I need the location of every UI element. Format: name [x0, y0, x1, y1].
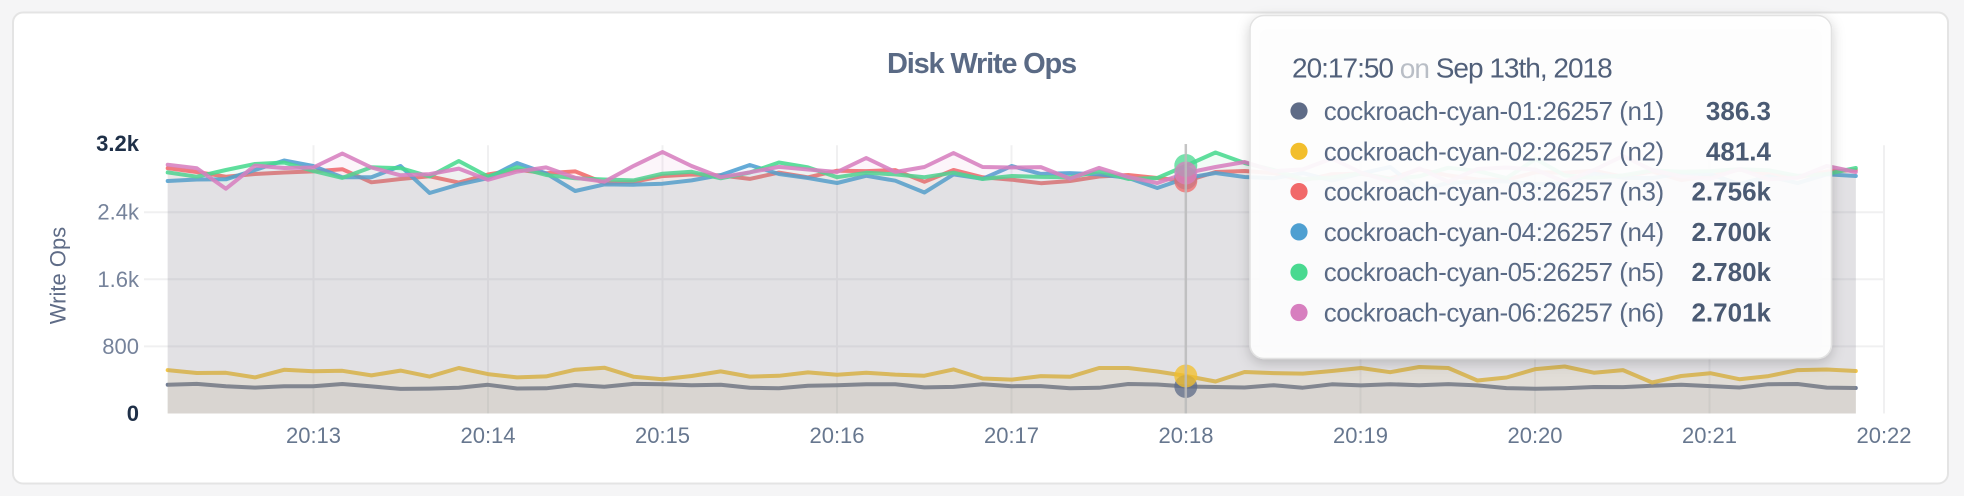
svg-text:cockroach-cyan-04:26257 (n4): cockroach-cyan-04:26257 (n4) — [1324, 217, 1664, 247]
svg-text:3.2k: 3.2k — [96, 131, 140, 156]
svg-text:2.701k: 2.701k — [1691, 298, 1771, 328]
svg-text:cockroach-cyan-06:26257 (n6): cockroach-cyan-06:26257 (n6) — [1324, 298, 1664, 328]
svg-text:20:17:50 on Sep 13th, 2018: 20:17:50 on Sep 13th, 2018 — [1292, 53, 1612, 84]
svg-text:2.780k: 2.780k — [1691, 257, 1771, 287]
svg-text:20:19: 20:19 — [1333, 423, 1388, 448]
svg-text:481.4: 481.4 — [1706, 136, 1772, 166]
svg-text:20:15: 20:15 — [635, 423, 690, 448]
svg-text:800: 800 — [102, 334, 139, 359]
svg-text:cockroach-cyan-03:26257 (n3): cockroach-cyan-03:26257 (n3) — [1324, 177, 1664, 207]
svg-text:cockroach-cyan-02:26257 (n2): cockroach-cyan-02:26257 (n2) — [1324, 136, 1664, 166]
svg-text:20:21: 20:21 — [1682, 423, 1737, 448]
svg-text:20:17: 20:17 — [984, 423, 1039, 448]
svg-text:cockroach-cyan-05:26257 (n5): cockroach-cyan-05:26257 (n5) — [1324, 257, 1664, 287]
svg-text:cockroach-cyan-01:26257 (n1): cockroach-cyan-01:26257 (n1) — [1324, 96, 1664, 126]
svg-text:0: 0 — [127, 401, 139, 426]
svg-text:1.6k: 1.6k — [97, 267, 140, 292]
svg-text:20:22: 20:22 — [1856, 423, 1911, 448]
svg-text:2.4k: 2.4k — [97, 200, 140, 225]
svg-text:20:16: 20:16 — [809, 423, 864, 448]
svg-text:20:13: 20:13 — [286, 423, 341, 448]
svg-text:386.3: 386.3 — [1706, 96, 1771, 126]
svg-text:2.700k: 2.700k — [1691, 217, 1771, 247]
svg-text:20:20: 20:20 — [1507, 423, 1562, 448]
svg-text:20:14: 20:14 — [460, 423, 515, 448]
svg-text:Write Ops: Write Ops — [46, 227, 71, 324]
svg-text:Disk Write Ops: Disk Write Ops — [887, 48, 1076, 80]
svg-text:20:18: 20:18 — [1158, 423, 1213, 448]
svg-text:2.756k: 2.756k — [1691, 177, 1771, 207]
